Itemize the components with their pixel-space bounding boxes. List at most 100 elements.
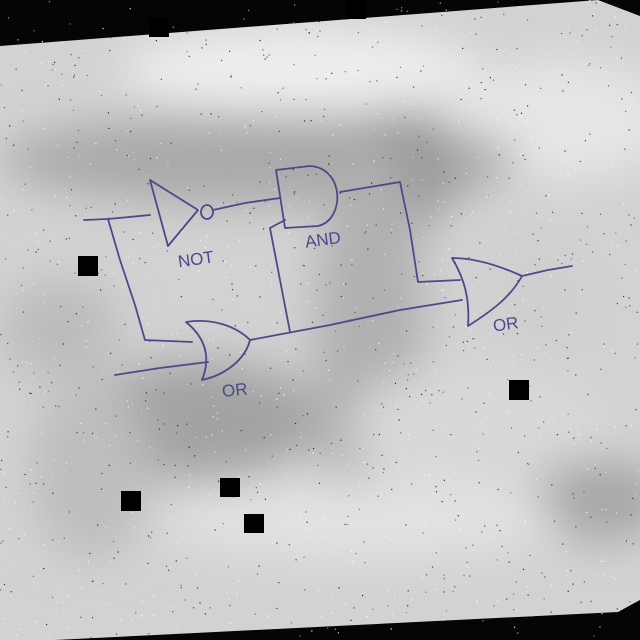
speckle xyxy=(537,348,539,350)
speckle xyxy=(369,81,371,83)
speckle xyxy=(244,449,247,451)
speckle xyxy=(535,212,537,214)
speckle xyxy=(564,129,566,131)
speckle xyxy=(470,32,472,34)
speckle xyxy=(550,584,553,586)
speckle xyxy=(34,232,36,235)
speckle xyxy=(383,550,386,552)
speckle xyxy=(293,389,295,392)
speckle xyxy=(249,222,251,224)
speckle xyxy=(358,482,360,484)
speckle xyxy=(476,600,478,602)
speckle xyxy=(133,159,135,161)
speckle xyxy=(517,632,519,634)
speckle xyxy=(538,258,540,260)
speckle xyxy=(435,552,437,554)
speckle xyxy=(26,427,28,429)
speckle xyxy=(337,350,339,352)
speckle xyxy=(288,205,290,207)
speckle xyxy=(600,560,602,562)
speckle xyxy=(378,434,380,436)
speckle xyxy=(191,292,193,294)
speckle xyxy=(432,524,434,526)
speckle xyxy=(175,560,177,562)
speckle xyxy=(41,432,43,434)
speckle xyxy=(559,614,561,616)
speckle xyxy=(328,369,330,371)
speckle xyxy=(287,630,289,632)
speckle xyxy=(107,112,109,114)
speckle xyxy=(53,459,55,461)
speckle xyxy=(261,111,263,113)
speckle xyxy=(105,526,107,528)
speckle xyxy=(514,304,516,306)
speckle xyxy=(198,270,200,272)
speckle xyxy=(292,379,294,381)
speckle xyxy=(62,343,64,345)
speckle xyxy=(588,418,590,420)
speckle xyxy=(174,464,176,466)
speckle xyxy=(616,608,618,610)
speckle xyxy=(418,261,420,263)
speckle xyxy=(163,423,165,425)
speckle xyxy=(38,338,41,340)
speckle xyxy=(319,30,321,32)
speckle xyxy=(416,369,418,371)
speckle xyxy=(231,289,234,291)
speckle xyxy=(171,334,173,336)
speckle xyxy=(123,5,125,7)
speckle xyxy=(218,480,220,482)
speckle xyxy=(562,90,564,92)
speckle xyxy=(434,589,436,591)
speckle xyxy=(162,344,164,346)
speckle xyxy=(130,130,132,133)
speckle xyxy=(385,21,387,23)
speckle xyxy=(85,95,87,97)
speckle xyxy=(354,312,356,314)
speckle xyxy=(24,183,26,185)
speckle xyxy=(396,76,398,79)
speckle xyxy=(47,85,49,87)
speckle xyxy=(517,451,519,454)
speckle xyxy=(499,254,501,256)
speckle xyxy=(305,511,307,513)
speckle xyxy=(0,199,3,201)
speckle xyxy=(246,132,248,134)
speckle xyxy=(68,27,71,29)
speckle xyxy=(630,514,632,516)
speckle xyxy=(80,423,82,425)
speckle xyxy=(283,394,285,396)
speckle xyxy=(201,47,203,49)
speckle xyxy=(188,189,190,191)
speckle xyxy=(59,364,61,366)
speckle xyxy=(616,24,618,26)
speckle xyxy=(286,449,288,451)
speckle xyxy=(153,245,155,248)
speckle xyxy=(363,414,365,416)
speckle xyxy=(14,502,16,504)
speckle xyxy=(176,432,178,434)
speckle xyxy=(78,569,80,571)
speckle xyxy=(323,108,326,110)
speckle xyxy=(166,513,168,515)
speckle xyxy=(144,261,146,264)
speckle xyxy=(475,33,477,35)
speckle xyxy=(47,60,49,63)
speckle xyxy=(540,447,542,449)
speckle xyxy=(85,340,87,342)
speckle xyxy=(117,551,119,553)
speckle xyxy=(453,472,455,474)
speckle xyxy=(484,89,486,91)
speckle xyxy=(398,419,400,421)
speckle xyxy=(487,176,489,178)
speckle xyxy=(179,341,181,343)
speckle xyxy=(102,27,104,30)
speckle xyxy=(442,619,444,621)
speckle xyxy=(36,248,38,250)
speckle xyxy=(590,440,592,442)
speckle xyxy=(377,113,379,115)
speckle xyxy=(367,248,369,250)
speckle xyxy=(399,471,401,473)
speckle xyxy=(442,289,445,291)
speckle xyxy=(536,215,538,217)
